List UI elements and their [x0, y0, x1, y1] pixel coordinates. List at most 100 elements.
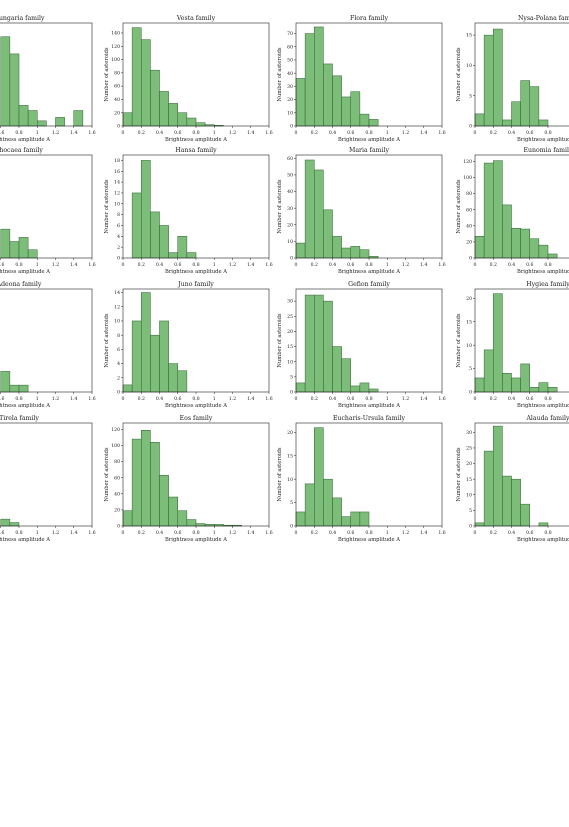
x-tick-label: 0.8 [544, 530, 551, 536]
y-tick-label: 6 [117, 347, 120, 353]
panel-title: Eunomia family [523, 147, 569, 154]
histogram-panel: Hansa family 0 0.2 0.4 0.6 0.8 1 1.2 1.4 1.6 Brigh… [104, 147, 273, 275]
histogram-bar [141, 429, 151, 527]
x-tick-label: 1.4 [247, 262, 254, 268]
histogram-bar [368, 119, 379, 127]
histogram-bar [493, 425, 503, 527]
y-tick-label: 10 [287, 110, 293, 116]
histogram-bar [538, 119, 549, 127]
histogram-panel: Nysa-Polana family 0 0.2 0.4 0.6 0.8Brightnes… [456, 15, 569, 143]
x-tick-label: 1.2 [229, 530, 236, 536]
x-tick-label: 0.8 [365, 262, 372, 268]
histogram-bar [323, 478, 333, 527]
x-tick-label: 1.4 [420, 530, 427, 536]
histogram-bar [368, 388, 379, 393]
y-axis-label: Number of asteroids [277, 313, 283, 368]
histogram-bar [55, 117, 65, 127]
x-tick-label: 0.2 [311, 530, 318, 536]
y-tick-label: 16 [114, 169, 120, 175]
x-tick-label: 1.2 [402, 262, 409, 268]
x-tick-label: 1.6 [265, 396, 272, 402]
histogram-bar [350, 511, 361, 527]
x-tick-label: 0.8 [15, 530, 22, 536]
y-tick-label: 0 [117, 524, 120, 530]
histogram-panel: Eos family 0 0.2 0.4 0.6 0.8 1 1.2 1.4 1.6 Brightn… [104, 415, 273, 543]
y-tick-label: 100 [111, 57, 120, 63]
y-tick-label: 4 [117, 234, 120, 240]
y-tick-label: 4 [117, 361, 120, 367]
histogram-bar [332, 497, 342, 527]
y-axis-label: Number of asteroids [277, 47, 283, 102]
histogram-bar [150, 69, 160, 127]
y-tick-label: 10 [287, 239, 293, 245]
x-tick-label: 1.2 [402, 130, 409, 136]
histogram-bar [547, 253, 558, 259]
x-tick-label: 0.8 [15, 396, 22, 402]
y-tick-label: 10 [466, 492, 472, 498]
x-tick-label: 0.8 [192, 396, 199, 402]
x-tick-label: 0.6 [347, 262, 354, 268]
histogram-bar [332, 236, 342, 259]
x-tick-label: 0.4 [329, 130, 336, 136]
x-tick-label: 1.6 [438, 262, 445, 268]
x-tick-label: 0.4 [508, 130, 515, 136]
x-tick-label: 1.6 [265, 262, 272, 268]
histogram-bar [177, 510, 188, 527]
histogram-bar [314, 294, 324, 393]
x-tick-label: 1.2 [52, 130, 59, 136]
histogram-panel: Gefion family 0 0.2 0.4 0.6 0.8 1 1.2 1.4 1.6 Brig… [277, 281, 446, 409]
x-tick-label: 0.2 [138, 396, 145, 402]
x-tick-label: 1 [213, 262, 216, 268]
y-tick-label: 6 [117, 223, 120, 229]
y-tick-label: 15 [287, 344, 293, 350]
x-tick-label: 1 [36, 262, 39, 268]
x-tick-label: 1.6 [265, 130, 272, 136]
y-tick-label: 120 [463, 159, 472, 165]
x-tick-label: 0.8 [365, 130, 372, 136]
histogram-bar [168, 363, 178, 393]
histogram-bar [511, 478, 521, 527]
y-tick-label: 0 [117, 256, 120, 262]
histogram-bar [9, 53, 20, 127]
histogram-bar [359, 113, 370, 127]
histogram-bar [168, 252, 178, 259]
y-tick-label: 80 [466, 191, 472, 197]
x-tick-label: 0.6 [526, 530, 533, 536]
y-tick-label: 10 [114, 319, 120, 325]
y-tick-label: 5 [469, 93, 472, 99]
x-tick-label: 0.6 [526, 130, 533, 136]
y-tick-label: 5 [469, 508, 472, 514]
x-tick-label: 1.6 [88, 262, 95, 268]
y-axis-label: Number of asteroids [456, 313, 462, 368]
y-tick-label: 20 [466, 296, 472, 302]
histogram-bar [131, 27, 142, 127]
x-tick-label: 0.4 [156, 262, 163, 268]
histogram-bar [18, 384, 29, 393]
panel-title: Flora family [350, 15, 388, 22]
histogram-bar [341, 516, 351, 527]
y-tick-label: 0 [469, 124, 472, 130]
histogram-bar [0, 518, 11, 527]
y-tick-label: 10 [114, 201, 120, 207]
y-tick-label: 50 [287, 58, 293, 64]
x-tick-label: 1.4 [70, 130, 77, 136]
x-tick-label: 0.2 [490, 130, 497, 136]
x-tick-label: 0.4 [508, 530, 515, 536]
histogram-panel: Flora family 0 0.2 0.4 0.6 0.8 1 1.2 1.4 1.6 Brigh… [277, 15, 446, 143]
histogram-bar [547, 387, 558, 393]
x-tick-label: 1.6 [88, 130, 95, 136]
y-tick-label: 20 [466, 461, 472, 467]
x-tick-label: 0.2 [490, 262, 497, 268]
x-tick-label: 0.6 [174, 396, 181, 402]
x-tick-label: 1.4 [420, 396, 427, 402]
histogram-bar [350, 385, 361, 393]
x-tick-label: 0.4 [156, 130, 163, 136]
panel-title: Eucharis-Ursula family [333, 415, 406, 422]
x-tick-label: 0.4 [329, 262, 336, 268]
histogram-bar [122, 384, 133, 393]
y-tick-label: 25 [287, 314, 293, 320]
y-tick-label: 40 [114, 491, 120, 497]
histogram-bar [493, 293, 503, 393]
y-tick-label: 20 [287, 329, 293, 335]
x-tick-label: 0 [122, 262, 125, 268]
